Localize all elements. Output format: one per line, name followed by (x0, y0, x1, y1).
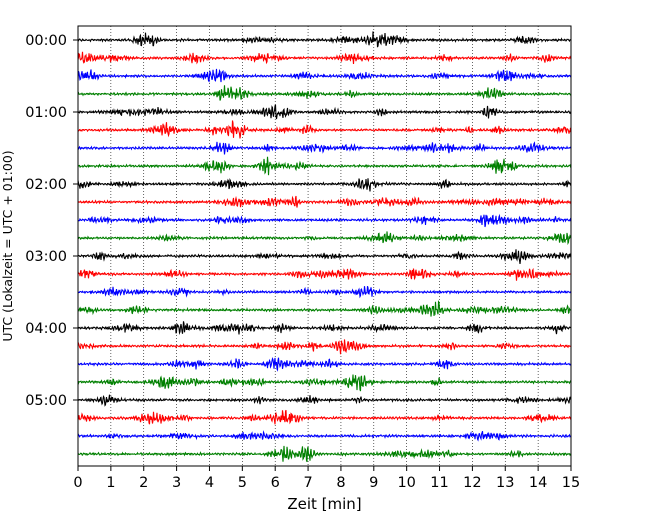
x-tick-label: 4 (205, 475, 214, 491)
trace-line (77, 31, 572, 48)
trace-line (77, 285, 572, 299)
y-axis-label: UTC (Lokalzeit = UTC + 01:00) (0, 150, 15, 341)
y-tick-label: 02:00 (25, 177, 67, 193)
y-tick-label: 05:00 (25, 393, 67, 409)
y-tick-label: 00:00 (25, 33, 67, 49)
trace-line (77, 156, 572, 176)
y-tick-label: 04:00 (25, 321, 67, 337)
trace-line (77, 267, 572, 281)
x-axis-ticks: 0 1 2 3 4 5 6 7 8 9 10 11 12 13 14 15 (73, 466, 580, 491)
x-tick-label: 14 (529, 475, 547, 491)
trace-line (77, 195, 572, 208)
x-tick-label: 10 (397, 475, 415, 491)
trace-line (77, 394, 572, 407)
y-tick-label: 03:00 (25, 249, 67, 265)
trace-line (77, 356, 572, 372)
trace-line (77, 374, 572, 392)
trace-line (77, 300, 572, 317)
trace-line (77, 51, 572, 65)
x-tick-label: 0 (73, 475, 82, 491)
y-tick-label: 01:00 (25, 105, 67, 121)
trace-line (77, 339, 572, 355)
trace-line (77, 321, 572, 336)
trace-line (77, 213, 572, 228)
x-axis-label: Zeit [min] (287, 495, 361, 513)
x-tick-label: 12 (463, 475, 481, 491)
trace-line (77, 141, 572, 155)
x-tick-label: 2 (139, 475, 148, 491)
trace-line (77, 104, 572, 120)
x-tick-label: 11 (430, 475, 448, 491)
plot-background (78, 26, 571, 466)
x-tick-label: 6 (271, 475, 280, 491)
x-tick-label: 1 (106, 475, 115, 491)
x-tick-label: 3 (172, 475, 181, 491)
x-tick-label: 5 (238, 475, 247, 491)
trace-line (77, 249, 572, 265)
trace-line (77, 409, 572, 425)
x-tick-label: 7 (303, 475, 312, 491)
trace-line (77, 85, 572, 101)
x-tick-label: 15 (562, 475, 580, 491)
seismic-traces (77, 31, 572, 463)
trace-line (77, 120, 572, 139)
trace-line (77, 445, 572, 463)
x-tick-label: 13 (496, 475, 514, 491)
x-tick-label: 8 (336, 475, 345, 491)
trace-line (77, 68, 572, 83)
plot-frame (77, 25, 572, 467)
grid-lines (110, 26, 539, 466)
y-axis-ticks: 00:00 01:00 02:00 03:00 04:00 05:00 (25, 33, 78, 409)
trace-line (77, 231, 572, 246)
trace-line (77, 430, 572, 442)
x-tick-label: 9 (369, 475, 378, 491)
trace-line (77, 177, 572, 192)
